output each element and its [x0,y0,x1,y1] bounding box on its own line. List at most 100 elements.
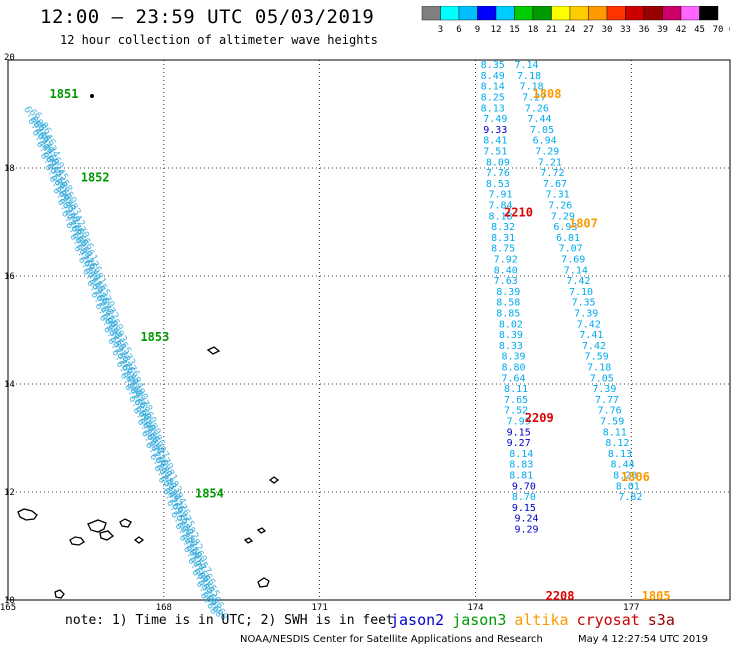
lon-tick-label: 177 [623,603,639,613]
swh-value-east-left: 8.53 [486,179,510,190]
legend-altika: altika [514,611,569,629]
colorbar-label: 70 [713,25,724,35]
swh-value-east-left: 8.81 [509,471,533,482]
swh-value-east-left: 7.63 [494,276,518,287]
time-label-jason3: 1851 [50,87,79,101]
island-outline [69,536,85,546]
swh-value-east-left: 7.64 [501,373,525,384]
swh-value-east-left: 8.14 [509,449,533,460]
swh-value-east-left: 7.52 [504,406,528,417]
map-title: 12:00 – 23:59 UTC 05/03/2019 [40,6,375,28]
swh-value-east-left: 7.51 [483,147,507,158]
swh-value-east-left: 8.02 [499,319,523,330]
swh-value-east-right: 7.35 [572,298,596,309]
swh-value-east-left: 8.40 [494,265,518,276]
swh-value-east-left: 7.92 [494,255,518,266]
swh-value-east-right: 7.76 [598,406,622,417]
swh-value-east-right: 7.10 [569,287,593,298]
swh-value-east-right: 7.05 [530,125,554,136]
colorbar-label: 6 [456,25,461,35]
colorbar-label: 42 [676,25,687,35]
swh-value-east-right: 7.39 [574,309,598,320]
lat-tick-label: 14 [4,380,15,390]
swh-value-east-right: 6.81 [556,233,580,244]
swh-value-east-right: 7.29 [551,211,575,222]
swh-value-east-left: 8.33 [499,341,523,352]
island-outline [256,527,267,534]
swh-value-east-left: 8.32 [491,222,515,233]
island-outline [268,476,280,484]
swh-value-east-right: 7.59 [585,352,609,363]
swh-value-east-right: 7.31 [546,190,570,201]
swh-value-east-left: 8.35 [481,60,505,71]
swh-value-east-right: 6.93 [553,222,577,233]
swh-value-east-left: 7.84 [488,201,512,212]
altika-track-east: 8.358.498.148.258.137.499.338.417.518.09… [481,60,643,535]
colorbar-label: 3 [438,25,443,35]
swh-value-east-left: 8.83 [509,460,533,471]
swh-value-east-right: 7.14 [564,265,588,276]
lat-tick-label: 10 [4,596,15,606]
colorbar-label: 39 [657,25,668,35]
map-frame [7,59,731,601]
swh-value-east-right: 7.82 [618,492,642,503]
swh-value-east-left: 9.27 [507,438,531,449]
lat-tick-label: 16 [4,272,15,282]
lon-tick-label: 174 [467,603,483,613]
swh-value-east-left: 8.85 [496,309,520,320]
colorbar-swatch [699,6,719,21]
swh-value-east-left: 7.76 [486,168,510,179]
time-label-cryosat: 2210 [504,206,533,220]
time-label-cryosat: 2209 [525,411,554,425]
swh-value-east-right: 7.18 [517,71,541,82]
swh-value-east-right: 7.39 [592,384,616,395]
map-subtitle: 12 hour collection of altimeter wave hei… [60,33,378,47]
island-outline [87,519,107,533]
swh-value-east-left: 8.09 [486,157,510,168]
swh-value-east-left: 8.70 [512,492,536,503]
legend-cryosat: cryosat [576,611,640,629]
island-outline [133,536,145,544]
swh-value-east-right: 7.41 [579,330,603,341]
island-outline [257,577,270,588]
swh-value-east-right: 7.42 [566,276,590,287]
colorbar-label: 33 [620,25,631,35]
swh-value-east-left: 7.99 [507,417,531,428]
swh-value-east-left: 9.24 [514,514,538,525]
swh-value-east-left: 8.14 [481,82,505,93]
colorbar-label: 27 [583,25,594,35]
swh-value-east-left: 8.31 [491,233,515,244]
footer-credit: NOAA/NESDIS Center for Satellite Applica… [240,634,543,645]
swh-value-east-right: 7.18 [587,363,611,374]
swh-value-east-left: 8.18 [488,211,512,222]
island-dot [90,94,94,98]
time-label-altika: 1805 [642,589,671,603]
time-label-altika: 1806 [621,470,650,484]
legend-jason3: jason3 [452,611,507,629]
lon-tick-label: 168 [156,603,172,613]
swh-value-east-right: 8.20 [613,471,637,482]
swh-value-east-left: 7.91 [488,190,512,201]
island-outline [243,537,254,544]
swh-value-east-left: 7.65 [504,395,528,406]
colorbar-label: 45 [694,25,705,35]
colorbar-label: (ft) [728,25,730,35]
colorbar-label: 24 [565,25,576,35]
time-label-jason3: 1854 [195,486,224,500]
map-grid: 165 168 171 174 177 20 18 16 14 12 10 [0,53,731,613]
swh-value-east-right: 6.94 [533,136,557,147]
island-outline [17,508,38,521]
swh-value-east-left: 9.33 [483,125,507,136]
time-label-cryosat: 2208 [546,589,575,603]
swh-value-east-left: 8.49 [481,71,505,82]
swh-value-east-right: 7.14 [514,60,538,71]
swh-value-east-right: 7.26 [548,201,572,212]
time-labels: 1851 1852 1853 1854 1808 1807 1806 1805 2210 2209… [50,87,671,603]
lon-tick-label: 165 [0,603,16,613]
swh-value-east-left: 8.75 [491,244,515,255]
swh-value-east-right: 7.59 [600,417,624,428]
legend-s3a: s3a [647,611,675,629]
swh-value-east-left: 9.15 [507,427,531,438]
swh-value-east-left: 8.39 [496,287,520,298]
